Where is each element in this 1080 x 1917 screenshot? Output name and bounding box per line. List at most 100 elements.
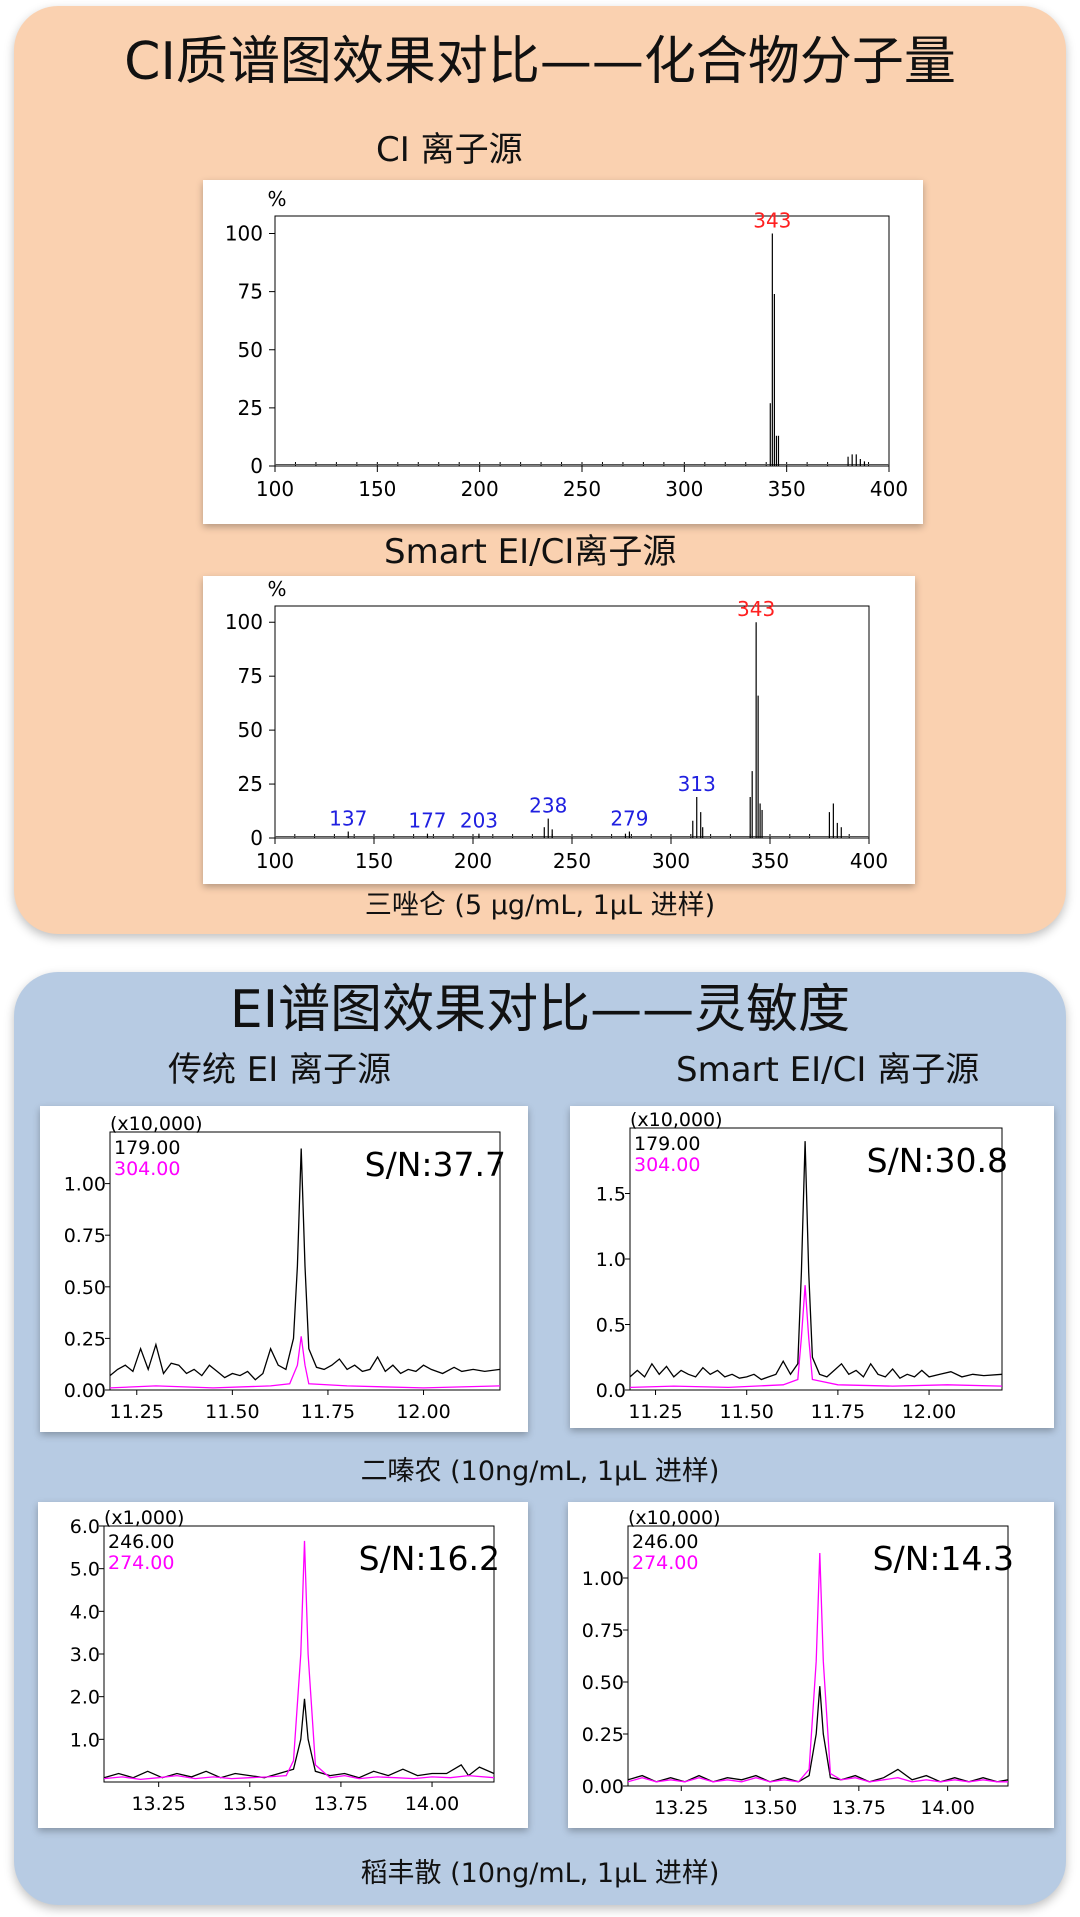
x-tick-label: 13.50 — [743, 1797, 797, 1819]
ion-label-274.00: 274.00 — [108, 1552, 174, 1574]
x-tick-label: 400 — [850, 849, 888, 873]
y-tick-label: 1.00 — [64, 1174, 106, 1196]
trace-304.00 — [109, 1336, 501, 1389]
ion-label-179.00: 179.00 — [114, 1137, 180, 1159]
peak-label-313: 313 — [678, 772, 716, 796]
diazinon-ei-chromatogram: (x10,000) 0.00 0.25 0.50 0.75 1.00 11.25 11.50 1… — [64, 1113, 506, 1423]
ci-comparison-panel: CI质谱图效果对比——化合物分子量 CI 离子源 % 0 25 50 75 100 100 1… — [14, 6, 1066, 934]
signal-to-noise: S/N:16.2 — [359, 1539, 500, 1578]
diazinon-ei-card: (x10,000) 0.00 0.25 0.50 0.75 1.00 11.25 11.50 1… — [40, 1106, 528, 1432]
phenthoate-caption: 稻丰散 (10ng/mL, 1μL 进样) — [360, 1858, 720, 1889]
ei-comparison-panel: EI谱图效果对比——灵敏度 传统 EI 离子源 Smart EI/CI 离子源 … — [14, 972, 1066, 1905]
traditional-ei-label: 传统 EI 离子源 — [168, 1050, 392, 1090]
smart-spectrum-card: % 0 25 50 75 100 100 150 200 250 300 350 400 137 177 20… — [203, 576, 915, 884]
y-tick-label: 50 — [238, 718, 263, 742]
scale-multiplier: (x10,000) — [630, 1109, 723, 1131]
phenthoate-smart-card: (x10,000) 0.00 0.25 0.50 0.75 1.00 13.25 13.50 1… — [568, 1502, 1054, 1828]
peak-label-137: 137 — [329, 807, 367, 831]
peak-label-177: 177 — [408, 809, 446, 833]
x-tick-label: 11.75 — [301, 1401, 355, 1423]
ei-panel-title: EI谱图效果对比——灵敏度 — [229, 980, 851, 1040]
peak-label-343: 343 — [737, 597, 775, 621]
trace-274.00 — [627, 1552, 1008, 1783]
diazinon-caption: 二嗪农 (10ng/mL, 1μL 进样) — [360, 1456, 720, 1487]
x-tick-label: 12.00 — [902, 1401, 956, 1423]
x-tick-label: 14.00 — [920, 1797, 974, 1819]
y-tick-label: 1.00 — [582, 1568, 624, 1590]
y-tick-label: 3.0 — [70, 1644, 100, 1666]
signal-to-noise: S/N:14.3 — [873, 1539, 1014, 1578]
scale-multiplier: (x10,000) — [110, 1113, 203, 1135]
y-tick-label: 0.00 — [64, 1380, 106, 1402]
x-tick-label: 400 — [870, 477, 908, 501]
x-tick-label: 300 — [652, 849, 690, 873]
smart-source-label: Smart EI/CI离子源 — [384, 532, 677, 572]
phenthoate-ei-card: (x1,000) 1.0 2.0 3.0 4.0 5.0 6.0 13.25 13.50 13.7… — [38, 1502, 528, 1828]
trace-179.00 — [109, 1148, 501, 1381]
x-tick-label: 100 — [256, 477, 294, 501]
smart-ei-label: Smart EI/CI 离子源 — [676, 1050, 980, 1090]
y-tick-label: 0.0 — [596, 1380, 626, 1402]
peak-label-238: 238 — [529, 794, 567, 818]
x-tick-label: 350 — [768, 477, 806, 501]
x-tick-label: 13.75 — [832, 1797, 886, 1819]
y-tick-label: 25 — [238, 772, 263, 796]
ci-spectrum-card: % 0 25 50 75 100 100 150 200 250 300 350 400 343 — [203, 180, 923, 524]
ion-label-246.00: 246.00 — [108, 1531, 174, 1553]
y-tick-label: 75 — [238, 280, 263, 304]
y-tick-label: 0.50 — [582, 1672, 624, 1694]
trace-246.00 — [103, 1698, 495, 1779]
trace-179.00 — [629, 1141, 1003, 1381]
ion-label-274.00: 274.00 — [632, 1552, 698, 1574]
diazinon-smart-card: (x10,000) 0.0 0.5 1.0 1.5 11.25 11.50 11.75 12.0… — [570, 1106, 1054, 1428]
y-tick-label: 0.25 — [582, 1724, 624, 1746]
y-unit-label: % — [267, 577, 286, 601]
ci-source-label: CI 离子源 — [376, 130, 523, 170]
x-tick-label: 13.25 — [654, 1797, 708, 1819]
x-tick-label: 12.00 — [396, 1401, 450, 1423]
ion-label-246.00: 246.00 — [632, 1531, 698, 1553]
ion-label-304.00: 304.00 — [634, 1154, 700, 1176]
y-tick-label: 2.0 — [70, 1687, 100, 1709]
x-tick-label: 150 — [355, 849, 393, 873]
ion-label-304.00: 304.00 — [114, 1158, 180, 1180]
y-tick-label: 50 — [238, 338, 263, 362]
y-unit-label: % — [267, 187, 286, 211]
scale-multiplier: (x10,000) — [628, 1507, 721, 1529]
x-tick-label: 200 — [461, 477, 499, 501]
x-tick-label: 13.75 — [314, 1793, 368, 1815]
phenthoate-ei-chromatogram: (x1,000) 1.0 2.0 3.0 4.0 5.0 6.0 13.25 13.50 13.7… — [70, 1507, 500, 1815]
x-tick-label: 150 — [358, 477, 396, 501]
x-tick-label: 250 — [563, 477, 601, 501]
trace-304.00 — [629, 1285, 1003, 1389]
plot-frame — [109, 1131, 501, 1391]
x-tick-label: 13.50 — [223, 1793, 277, 1815]
y-tick-label: 4.0 — [70, 1601, 100, 1623]
peak-label-279: 279 — [610, 807, 648, 831]
ci-panel-title: CI质谱图效果对比——化合物分子量 — [124, 32, 956, 92]
plot-frame — [627, 1525, 1009, 1787]
plot-frame — [274, 215, 890, 467]
trace-274.00 — [103, 1540, 495, 1781]
y-tick-label: 0.5 — [596, 1315, 626, 1337]
scale-multiplier: (x1,000) — [104, 1507, 184, 1529]
x-tick-label: 300 — [665, 477, 703, 501]
x-tick-label: 100 — [256, 849, 294, 873]
y-tick-label: 100 — [225, 222, 263, 246]
y-tick-label: 6.0 — [70, 1516, 100, 1538]
y-tick-label: 25 — [238, 396, 263, 420]
x-tick-label: 250 — [553, 849, 591, 873]
y-tick-label: 0.25 — [64, 1328, 106, 1350]
x-tick-label: 200 — [454, 849, 492, 873]
y-tick-label: 0.50 — [64, 1277, 106, 1299]
phenthoate-smart-chromatogram: (x10,000) 0.00 0.25 0.50 0.75 1.00 13.25 13.50 1… — [582, 1507, 1014, 1819]
y-tick-label: 5.0 — [70, 1559, 100, 1581]
ci-mass-spectrum: % 0 25 50 75 100 100 150 200 250 300 350 400 343 — [225, 187, 908, 501]
x-tick-label: 11.50 — [720, 1401, 774, 1423]
x-tick-label: 13.25 — [131, 1793, 185, 1815]
peak-label-343: 343 — [753, 209, 791, 233]
x-tick-label: 11.75 — [811, 1401, 865, 1423]
y-tick-label: 0.75 — [582, 1620, 624, 1642]
smart-mass-spectrum: % 0 25 50 75 100 100 150 200 250 300 350 400 137 177 20… — [225, 577, 888, 873]
x-tick-label: 11.25 — [110, 1401, 164, 1423]
